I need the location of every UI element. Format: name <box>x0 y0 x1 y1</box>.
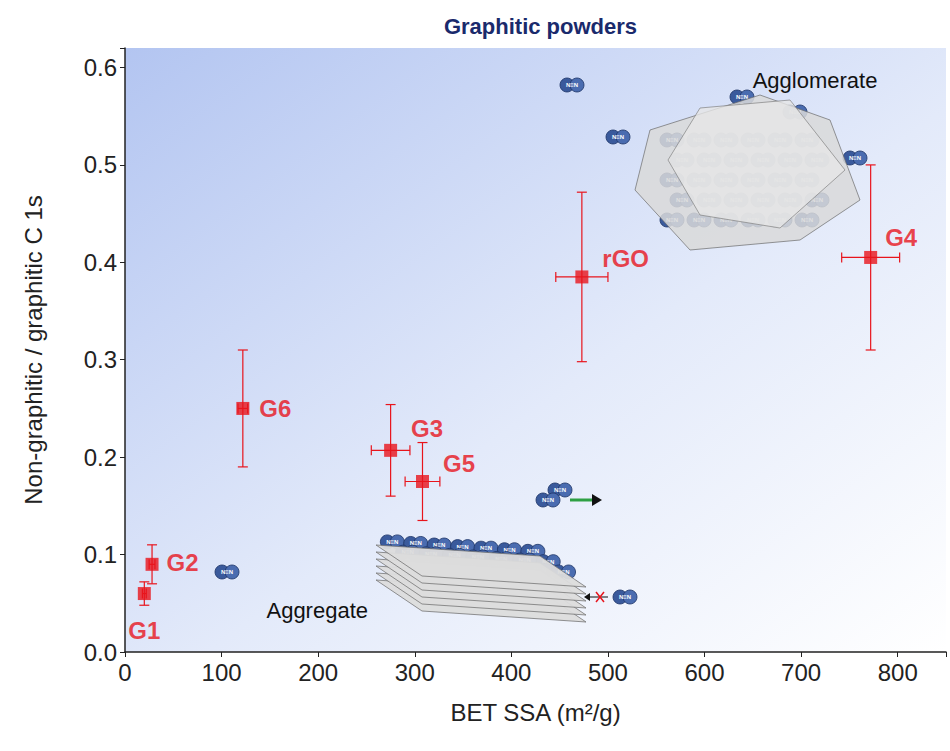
svg-text:N≡N: N≡N <box>409 540 422 547</box>
svg-text:N≡N: N≡N <box>612 134 624 140</box>
svg-text:0.5: 0.5 <box>84 151 117 178</box>
svg-text:N≡N: N≡N <box>526 548 539 555</box>
svg-text:0.2: 0.2 <box>84 444 117 471</box>
svg-text:Agglomerate: Agglomerate <box>753 68 878 93</box>
svg-text:400: 400 <box>491 659 531 686</box>
svg-text:G4: G4 <box>885 224 918 251</box>
svg-text:100: 100 <box>202 659 242 686</box>
svg-text:500: 500 <box>588 659 628 686</box>
svg-text:N≡N: N≡N <box>479 545 493 552</box>
svg-text:700: 700 <box>781 659 821 686</box>
svg-text:N≡N: N≡N <box>386 539 398 545</box>
svg-text:0.4: 0.4 <box>84 249 117 276</box>
svg-text:BET SSA (m²/g): BET SSA (m²/g) <box>450 699 620 726</box>
svg-text:rGO: rGO <box>602 245 649 272</box>
svg-text:N≡N: N≡N <box>433 542 446 548</box>
svg-text:N≡N: N≡N <box>221 569 233 575</box>
svg-text:0.0: 0.0 <box>84 639 117 666</box>
svg-text:200: 200 <box>298 659 338 686</box>
svg-text:0.3: 0.3 <box>84 346 117 373</box>
svg-text:G6: G6 <box>259 395 291 422</box>
svg-text:Non-graphitic / graphitic C 1s: Non-graphitic / graphitic C 1s <box>20 195 47 504</box>
svg-text:N≡N: N≡N <box>503 546 516 553</box>
svg-text:300: 300 <box>395 659 435 686</box>
svg-text:Graphitic powders: Graphitic powders <box>444 14 637 39</box>
svg-text:N≡N: N≡N <box>735 94 749 100</box>
svg-text:0.6: 0.6 <box>84 54 117 81</box>
svg-text:N≡N: N≡N <box>849 155 861 161</box>
svg-text:G3: G3 <box>411 415 443 442</box>
svg-text:G5: G5 <box>443 450 475 477</box>
svg-text:N≡N: N≡N <box>456 543 469 550</box>
svg-text:N≡N: N≡N <box>566 82 578 88</box>
svg-text:0: 0 <box>118 659 131 686</box>
svg-text:N≡N: N≡N <box>619 594 631 600</box>
svg-text:0.1: 0.1 <box>84 541 117 568</box>
svg-text:G1: G1 <box>128 617 160 644</box>
svg-text:Aggregate: Aggregate <box>266 598 368 623</box>
svg-text:G2: G2 <box>167 549 199 576</box>
svg-text:N≡N: N≡N <box>542 497 554 503</box>
svg-text:800: 800 <box>878 659 918 686</box>
svg-text:N≡N: N≡N <box>554 487 566 493</box>
svg-text:600: 600 <box>685 659 725 686</box>
